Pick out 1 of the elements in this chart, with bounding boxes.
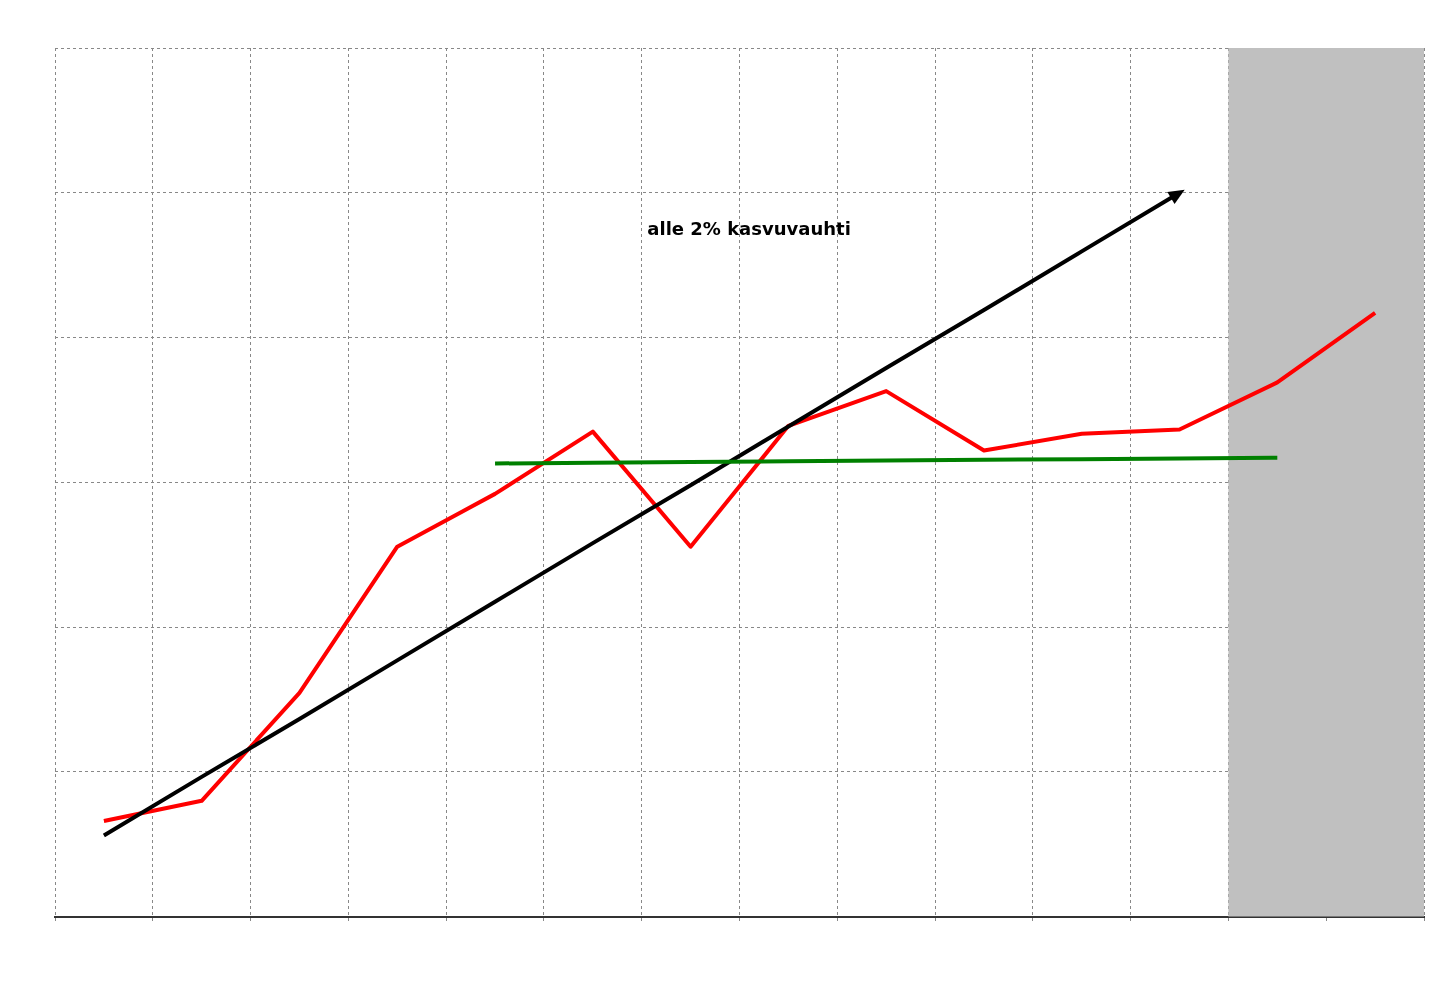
annotation: alle 2% kasvuvauhti: [647, 218, 851, 240]
